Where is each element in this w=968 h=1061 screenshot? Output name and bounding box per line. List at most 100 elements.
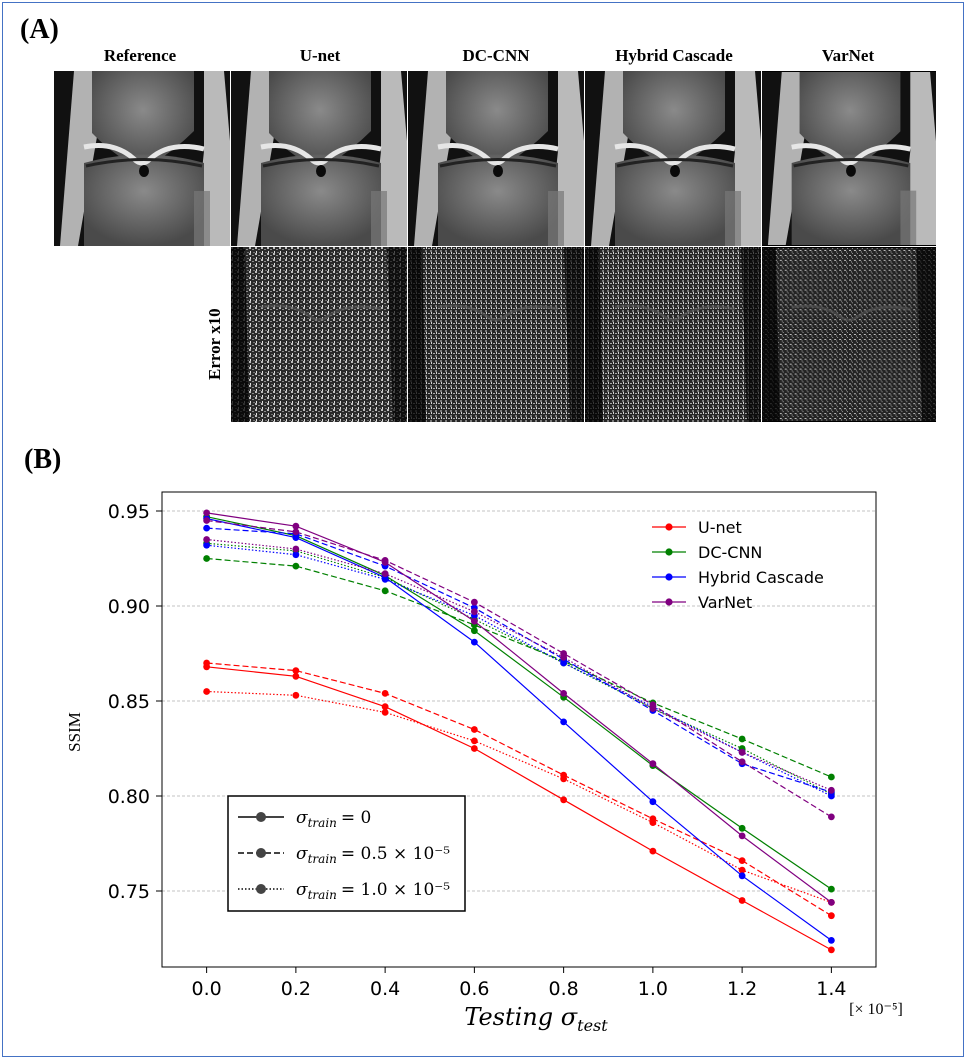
mri-varnet-image <box>762 71 936 246</box>
style-legend-label: σtrain = 0 <box>296 808 371 830</box>
error-map-varnet <box>762 247 936 422</box>
legend-swatch-marker <box>665 523 673 531</box>
data-point <box>560 650 568 657</box>
data-point <box>738 866 746 874</box>
data-point <box>381 558 389 566</box>
data-point <box>827 885 835 893</box>
mri-unet-image <box>231 71 407 246</box>
mri-hybrid-cascade-image <box>585 71 761 246</box>
data-point <box>292 522 300 530</box>
data-point <box>827 937 835 944</box>
legend-swatch-marker <box>665 598 673 606</box>
x-tick-label: 1.2 <box>727 978 757 1000</box>
data-point <box>292 562 300 570</box>
style-legend-marker <box>256 884 266 894</box>
data-point <box>738 748 746 756</box>
data-point <box>470 598 478 606</box>
data-point <box>470 627 478 635</box>
data-point <box>738 857 746 864</box>
data-point <box>738 758 746 766</box>
data-point <box>827 912 835 920</box>
style-legend-label: σtrain = 0.5 × 10⁻⁵ <box>296 844 450 866</box>
column-title-dccnn: DC-CNN <box>462 46 530 65</box>
y-tick-label: 0.80 <box>108 786 150 808</box>
series-line-u-net-0.5 <box>206 662 832 917</box>
data-point <box>738 897 746 904</box>
series-line-dc-cnn-0 <box>206 516 832 890</box>
data-point <box>381 570 389 578</box>
series-line-u-net-1.0 <box>206 690 832 903</box>
data-point <box>738 872 746 880</box>
legend-label: DC-CNN <box>698 543 762 562</box>
data-point <box>381 690 389 697</box>
data-point <box>738 735 746 743</box>
y-tick-label: 0.95 <box>108 501 150 523</box>
mri-dccnn-image <box>408 71 584 246</box>
legend-label: U-net <box>698 518 742 537</box>
style-legend-label: σtrain = 1.0 × 10⁻⁵ <box>296 880 450 902</box>
legend-swatch-marker <box>665 573 673 581</box>
error-map-unet <box>231 247 407 422</box>
data-point <box>738 832 746 840</box>
data-point <box>649 760 657 768</box>
x-tick-label: 1.0 <box>638 978 668 1000</box>
plot-frame <box>161 491 877 968</box>
data-point <box>827 899 835 906</box>
data-point <box>203 663 211 671</box>
error-row-label: Error x10 <box>205 308 224 380</box>
data-point <box>649 701 657 709</box>
data-point <box>827 946 835 954</box>
style-legend: σtrain = 0 σtrain = 0.5 × 10⁻⁵ σtrain = 1.0 ×… <box>238 808 450 902</box>
data-point <box>292 672 300 680</box>
data-point <box>827 786 835 794</box>
data-point <box>203 517 211 524</box>
series-line-hybrid-cascade-0.5 <box>206 527 832 793</box>
series-line-hybrid-cascade-0 <box>206 518 832 941</box>
data-point <box>292 691 300 699</box>
data-point <box>649 847 657 855</box>
data-point <box>470 608 478 616</box>
data-point <box>560 796 568 804</box>
data-point <box>292 551 300 559</box>
data-point <box>203 541 211 549</box>
data-point <box>203 688 211 695</box>
data-point <box>292 667 300 674</box>
y-tick-label: 0.90 <box>108 596 150 618</box>
y-tick-label: 0.85 <box>108 691 150 713</box>
series-line-u-net-0 <box>206 666 832 951</box>
data-point <box>470 745 478 752</box>
data-point <box>470 737 478 745</box>
y-axis-label: SSIM <box>65 712 84 752</box>
series-line-varnet-0.5 <box>206 519 832 818</box>
series-line-varnet-1.0 <box>206 538 832 791</box>
y-tick-label: 0.75 <box>108 881 150 903</box>
x-tick-label: 0.6 <box>459 978 489 1000</box>
x-axis-multiplier: [× 10⁻⁵] <box>849 1001 903 1018</box>
legend-swatch-marker <box>665 548 673 556</box>
data-point <box>381 587 389 595</box>
data-point <box>470 638 478 646</box>
x-tick-label: 0.0 <box>192 978 222 1000</box>
style-legend-marker <box>256 812 266 822</box>
series-line-hybrid-cascade-1.0 <box>206 544 832 797</box>
mri-reference-image <box>54 71 230 246</box>
data-point <box>381 703 389 711</box>
data-point <box>649 798 657 806</box>
legend-label: VarNet <box>698 593 752 612</box>
legend-label: Hybrid Cascade <box>698 568 824 587</box>
data-point <box>203 555 211 562</box>
panel-a-label: (A) <box>20 14 59 45</box>
x-axis-label: Testing σtest <box>464 1003 608 1035</box>
data-point <box>203 536 211 543</box>
data-point <box>738 824 746 832</box>
x-tick-label: 0.4 <box>370 978 400 1000</box>
data-point <box>649 815 657 823</box>
column-title-varnet: VarNet <box>821 46 875 65</box>
panel-b-label: (B) <box>24 444 62 475</box>
series-line-dc-cnn-0.5 <box>206 557 832 778</box>
column-title-unet: U-net <box>299 46 341 65</box>
error-map-dccnn <box>408 247 584 422</box>
x-tick-label: 0.2 <box>281 978 311 1000</box>
data-point <box>560 771 568 779</box>
